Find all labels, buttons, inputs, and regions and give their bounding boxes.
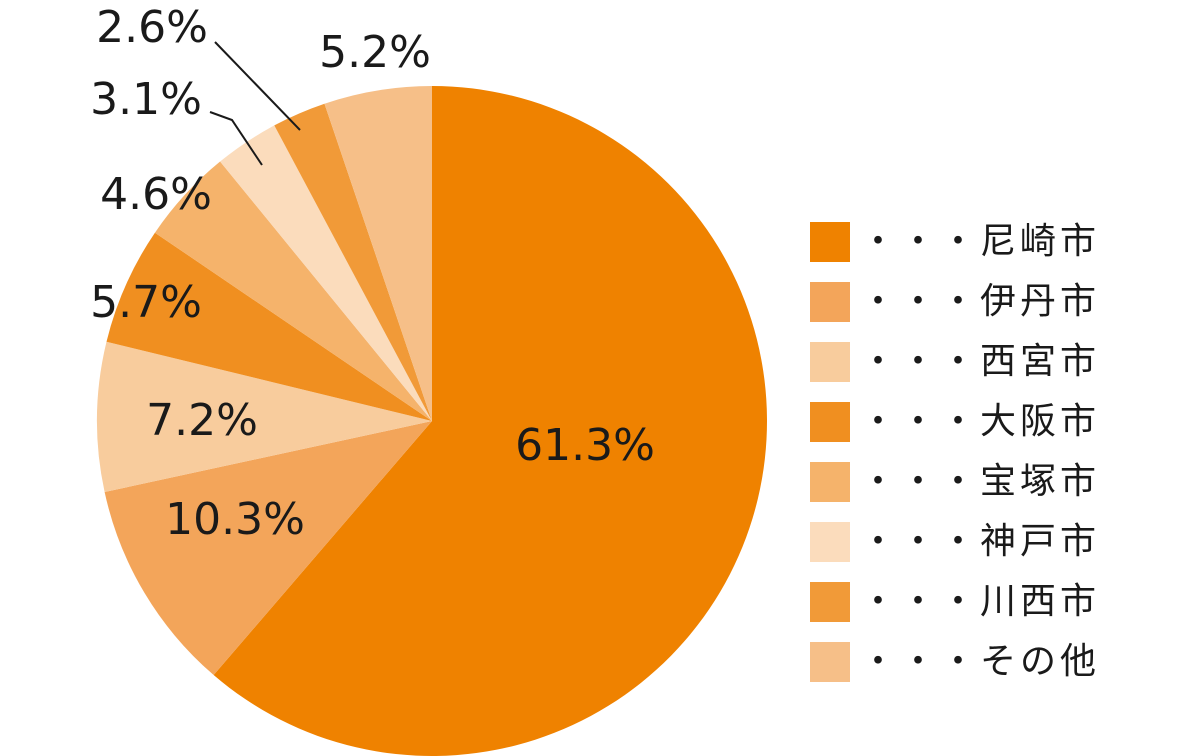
data-label: 5.7%	[90, 277, 202, 328]
legend-label: ・・・宝塚市	[860, 461, 1100, 502]
pie-slice	[213, 86, 768, 756]
data-label: 10.3%	[165, 494, 305, 545]
legend-swatch	[810, 642, 850, 682]
legend-label: ・・・その他	[860, 641, 1100, 682]
legend-swatch	[810, 282, 850, 322]
data-label: 3.1%	[90, 74, 202, 125]
legend-swatch	[810, 582, 850, 622]
legend-swatch	[810, 222, 850, 262]
legend-swatch	[810, 342, 850, 382]
legend-label: ・・・西宮市	[860, 341, 1100, 382]
data-label: 7.2%	[146, 395, 258, 446]
legend-label: ・・・伊丹市	[860, 281, 1100, 322]
leader-line	[214, 41, 301, 131]
pie-slice	[324, 86, 432, 421]
legend-label: ・・・川西市	[860, 581, 1100, 622]
leader-line	[209, 111, 263, 166]
legend-label: ・・・大阪市	[860, 401, 1100, 442]
pie-slice	[104, 421, 433, 676]
legend-label: ・・・尼崎市	[860, 221, 1100, 262]
data-label: 2.6%	[96, 2, 208, 53]
legend-label: ・・・神戸市	[860, 521, 1100, 562]
data-label: 5.2%	[319, 27, 431, 78]
pie-slice	[220, 125, 432, 422]
pie-slice	[274, 103, 432, 421]
pie-slice	[154, 161, 432, 421]
legend-swatch	[810, 462, 850, 502]
legend-swatch	[810, 522, 850, 562]
data-label: 61.3%	[515, 420, 655, 471]
pie-slice	[106, 232, 433, 421]
legend-swatch	[810, 402, 850, 442]
pie-slice	[96, 341, 432, 493]
data-label: 4.6%	[100, 169, 212, 220]
pie	[96, 86, 768, 756]
